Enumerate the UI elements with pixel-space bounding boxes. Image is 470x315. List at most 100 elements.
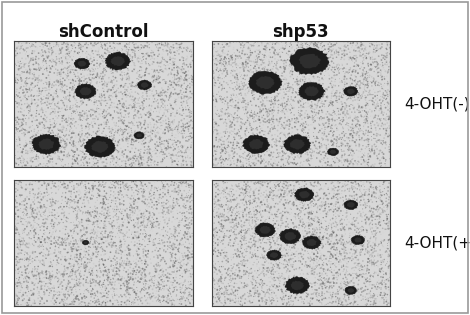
Point: [55, 245, 63, 250]
Point: [355, 278, 362, 283]
Point: [31, 255, 39, 260]
Point: [356, 268, 364, 273]
Point: [183, 231, 191, 236]
Point: [268, 66, 276, 71]
Point: [73, 252, 80, 257]
Point: [345, 220, 353, 225]
Point: [161, 156, 168, 161]
Point: [153, 122, 160, 127]
Point: [305, 133, 313, 138]
Point: [372, 228, 379, 233]
Point: [93, 250, 100, 255]
Point: [255, 76, 262, 81]
Point: [121, 253, 129, 258]
Point: [90, 69, 98, 74]
Point: [279, 255, 286, 260]
Point: [329, 153, 336, 158]
Point: [373, 184, 380, 189]
Point: [143, 225, 150, 230]
Point: [17, 242, 24, 247]
Point: [316, 207, 323, 212]
Point: [120, 121, 127, 126]
Point: [154, 143, 162, 148]
Point: [263, 145, 271, 150]
Point: [93, 105, 101, 110]
Point: [300, 222, 307, 227]
Point: [263, 112, 271, 117]
Point: [317, 204, 325, 209]
Point: [313, 292, 320, 297]
Point: [104, 212, 111, 217]
Point: [185, 185, 193, 190]
Point: [360, 82, 367, 87]
Point: [232, 211, 239, 216]
Point: [45, 151, 52, 156]
Point: [72, 295, 79, 300]
Point: [40, 224, 47, 229]
Point: [46, 271, 54, 276]
Point: [362, 76, 370, 81]
Point: [245, 143, 252, 148]
Point: [265, 279, 273, 284]
Point: [135, 164, 143, 169]
Point: [150, 190, 158, 195]
Point: [167, 70, 175, 75]
Point: [287, 135, 295, 140]
Point: [256, 63, 263, 68]
Point: [370, 294, 377, 299]
Point: [361, 76, 368, 81]
Point: [237, 126, 245, 131]
Point: [129, 208, 136, 213]
Point: [257, 178, 264, 183]
Point: [175, 220, 183, 225]
Point: [110, 108, 118, 113]
Point: [25, 245, 32, 250]
Point: [139, 220, 146, 225]
Point: [339, 104, 347, 109]
Point: [273, 155, 280, 160]
Point: [263, 198, 271, 203]
Point: [291, 243, 299, 248]
Point: [279, 50, 286, 55]
Point: [62, 218, 70, 223]
Point: [141, 70, 149, 75]
Point: [311, 66, 318, 71]
Point: [358, 234, 365, 239]
Point: [338, 253, 345, 258]
Point: [297, 238, 304, 243]
Point: [329, 56, 337, 61]
Point: [344, 40, 352, 45]
Point: [43, 54, 51, 59]
Point: [35, 124, 42, 129]
Point: [251, 86, 258, 91]
Point: [212, 163, 219, 169]
Point: [151, 68, 158, 73]
Point: [77, 112, 84, 117]
Point: [45, 84, 53, 89]
Point: [130, 277, 137, 282]
Point: [281, 182, 289, 187]
Point: [317, 217, 324, 222]
Point: [61, 103, 68, 108]
Point: [298, 61, 306, 66]
Point: [214, 143, 222, 148]
Point: [106, 210, 113, 215]
Point: [93, 236, 100, 241]
Point: [81, 91, 88, 96]
Point: [141, 283, 149, 288]
Point: [285, 155, 293, 160]
Point: [129, 80, 136, 85]
Point: [313, 103, 321, 108]
Point: [338, 285, 346, 290]
Point: [297, 259, 305, 264]
Point: [158, 147, 165, 152]
Point: [132, 96, 139, 101]
Point: [69, 105, 77, 110]
Point: [333, 49, 341, 54]
Point: [28, 224, 35, 229]
Point: [156, 241, 163, 246]
Point: [168, 302, 176, 307]
Point: [43, 276, 50, 281]
Point: [376, 253, 384, 258]
Point: [259, 214, 267, 219]
